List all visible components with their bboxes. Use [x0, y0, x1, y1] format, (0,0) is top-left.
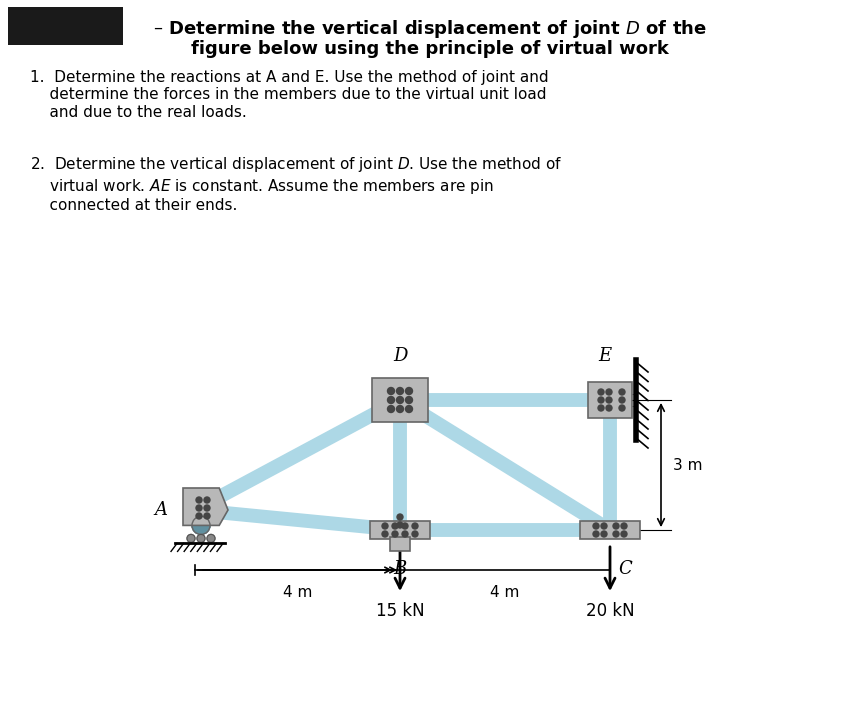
Circle shape [621, 523, 627, 529]
Circle shape [396, 388, 404, 395]
Circle shape [397, 522, 403, 528]
Circle shape [197, 534, 205, 543]
Text: 3 m: 3 m [673, 458, 702, 472]
Circle shape [207, 534, 215, 543]
Circle shape [619, 389, 625, 395]
Circle shape [204, 497, 210, 503]
Circle shape [396, 397, 404, 404]
Circle shape [613, 523, 619, 529]
Circle shape [196, 497, 202, 503]
Text: 1.  Determine the reactions at A and E. Use the method of joint and
    determin: 1. Determine the reactions at A and E. U… [30, 70, 548, 120]
Bar [370, 521, 430, 539]
Circle shape [412, 531, 418, 537]
Text: 15 kN: 15 kN [376, 602, 425, 620]
Bar [372, 378, 428, 423]
Circle shape [601, 531, 607, 537]
Circle shape [402, 523, 408, 529]
Text: 4 m: 4 m [490, 585, 520, 600]
Circle shape [405, 397, 412, 404]
Circle shape [392, 523, 398, 529]
Circle shape [397, 514, 403, 520]
Text: 20 kN: 20 kN [585, 602, 634, 620]
Bar [580, 521, 640, 539]
Bar [588, 383, 632, 418]
Circle shape [382, 523, 388, 529]
Circle shape [192, 517, 210, 534]
Text: 4 m: 4 m [283, 585, 312, 600]
Text: figure below using the principle of virtual work: figure below using the principle of virt… [191, 40, 669, 58]
Circle shape [412, 523, 418, 529]
Polygon shape [183, 488, 228, 526]
Circle shape [598, 389, 604, 395]
Text: 2.  Determine the vertical displacement of joint $D$. Use the method of
    virt: 2. Determine the vertical displacement o… [30, 155, 563, 213]
Text: C: C [618, 560, 632, 578]
Circle shape [388, 397, 394, 404]
Circle shape [598, 405, 604, 411]
Circle shape [593, 531, 599, 537]
Text: B: B [394, 560, 407, 578]
Circle shape [405, 388, 412, 395]
Circle shape [392, 531, 398, 537]
Circle shape [606, 397, 612, 403]
Circle shape [402, 531, 408, 537]
Bar [390, 537, 410, 551]
Circle shape [619, 405, 625, 411]
Circle shape [204, 513, 210, 519]
Circle shape [405, 405, 412, 412]
Circle shape [601, 523, 607, 529]
Circle shape [598, 397, 604, 403]
Circle shape [196, 513, 202, 519]
Circle shape [613, 531, 619, 537]
Bar [8, 7, 123, 45]
Circle shape [606, 405, 612, 411]
Wedge shape [192, 526, 210, 534]
Text: E: E [599, 347, 611, 365]
Circle shape [621, 531, 627, 537]
Text: D: D [393, 347, 407, 365]
Circle shape [204, 505, 210, 511]
Circle shape [196, 505, 202, 511]
Circle shape [382, 531, 388, 537]
Circle shape [187, 534, 195, 543]
Circle shape [388, 405, 394, 412]
Circle shape [606, 389, 612, 395]
Circle shape [619, 397, 625, 403]
Circle shape [593, 523, 599, 529]
Text: A: A [154, 501, 167, 519]
Circle shape [396, 405, 404, 412]
Circle shape [388, 388, 394, 395]
Text: – Determine the vertical displacement of joint $D$ of the: – Determine the vertical displacement of… [153, 18, 707, 40]
